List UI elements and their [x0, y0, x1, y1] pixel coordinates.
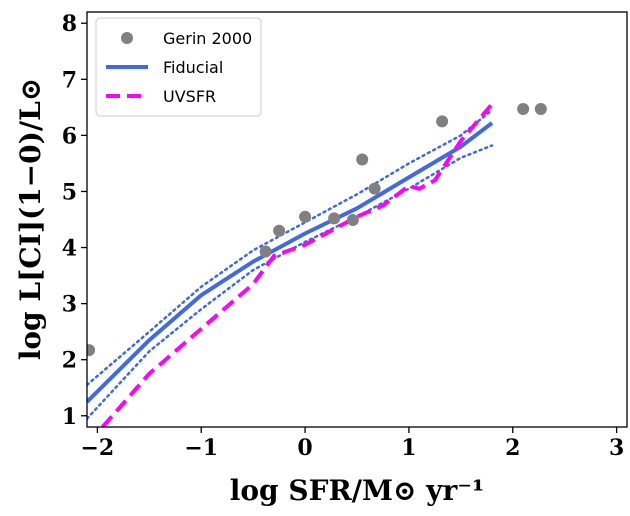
data-point: [517, 103, 530, 116]
x-tick-label: 3: [609, 435, 624, 461]
x-axis-label: log SFR/M⊙ yr⁻¹: [230, 474, 485, 507]
data-point: [328, 212, 341, 225]
y-axis: 1 2 3 4 5 6 7 8: [62, 11, 87, 430]
x-tick-label: 0: [297, 435, 312, 461]
series-layer: [87, 100, 547, 427]
data-point: [87, 344, 96, 357]
y-axis-label-text: log L[CI](1−0)/L⊙: [14, 78, 47, 361]
series-line-fiducial-lower: [87, 144, 494, 420]
x-tick-label: 1: [401, 435, 416, 461]
legend: Gerin 2000 Fiducial UVSFR: [95, 17, 262, 117]
x-axis: −2 −1 0 1 2 3: [81, 427, 624, 461]
y-tick-label: 1: [62, 404, 77, 430]
x-tick-label: 2: [505, 435, 520, 461]
y-tick-label: 3: [62, 292, 77, 318]
x-tick-label: −1: [184, 435, 218, 461]
data-point: [436, 115, 449, 128]
legend-frame: [95, 17, 262, 117]
data-point: [299, 210, 312, 223]
plot-frame: [86, 11, 628, 428]
y-axis-label: log L[CI](1−0)/L⊙: [14, 78, 47, 361]
y-tick-label: 5: [62, 179, 77, 205]
legend-label: Gerin 2000: [163, 29, 252, 48]
x-tick-label: −2: [81, 435, 115, 461]
data-point: [346, 214, 359, 227]
y-tick-label: 7: [62, 67, 77, 93]
y-tick-label: 6: [62, 123, 77, 149]
data-point: [356, 153, 369, 166]
legend-marker-scatter: [121, 32, 133, 44]
data-point: [273, 224, 286, 237]
y-tick-label: 8: [62, 11, 77, 37]
y-tick-label: 4: [62, 236, 77, 262]
series-line-fiducial: [87, 121, 494, 404]
data-point: [534, 103, 547, 116]
y-tick-label: 2: [62, 348, 77, 374]
data-point: [259, 245, 272, 258]
legend-label: UVSFR: [163, 87, 216, 106]
data-point: [368, 182, 381, 195]
legend-label: Fiducial: [163, 58, 223, 77]
series-line-uvsfr: [101, 100, 496, 427]
x-axis-label-text: log SFR/M⊙ yr⁻¹: [230, 474, 485, 507]
